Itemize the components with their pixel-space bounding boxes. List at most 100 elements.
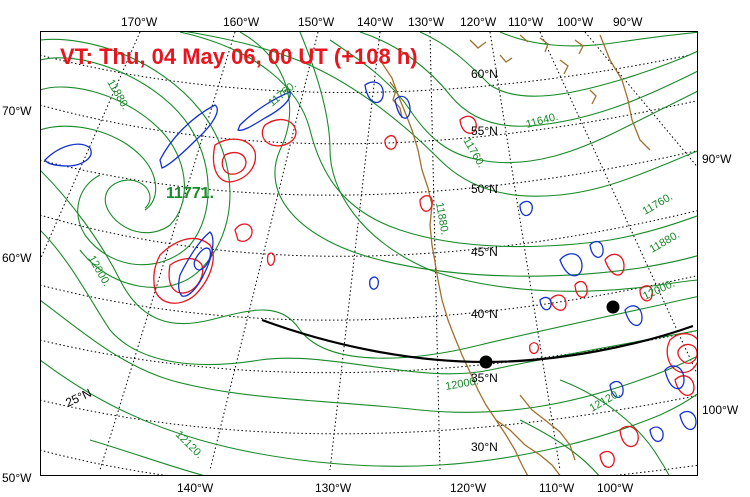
red-contour [674,375,695,396]
lon-line-130w [429,32,441,471]
left-edge-labels: 70°W 60°W 50°W [2,104,32,485]
red-contour [604,253,625,276]
contour [359,32,697,127]
contour [41,86,185,234]
blue-contour [394,95,411,119]
right-label: 90°W [702,152,732,166]
red-contour [574,280,588,298]
blue-contour [178,231,214,297]
contour [184,32,697,197]
lat-label-30n: 30°N [471,440,498,454]
contour [41,300,697,413]
latitude-labels: 60°N 55°N 50°N 45°N 40°N 35°N 30°N 25°N [63,67,497,454]
lon-label-top: 100°W [557,15,594,29]
blue-contour [44,143,92,167]
lon-label-bottom: 100°W [597,481,634,495]
contour [419,32,697,97]
contour-label: 12120. [173,429,205,461]
contour-label: 12000. [641,278,677,303]
red-contour [549,294,567,311]
contour-label: 11760. [641,191,675,218]
lat-line-40n [41,275,697,321]
low-center-label: 11771. [166,185,214,202]
contour [559,379,670,475]
track-point-40n [606,300,620,314]
blue-contour [589,240,604,258]
red-contour [599,450,615,468]
map-frame [40,31,698,476]
lon-label-bottom: 130°W [315,481,352,495]
lon-label-top: 160°W [223,15,260,29]
coast-baja-gulf [495,419,561,475]
lat-label-35n: 35°N [471,371,498,385]
contour-label: 11880. [433,201,451,235]
lat-label-45n: 45°N [471,245,498,259]
blue-contour [193,247,212,271]
left-label: 60°W [2,251,32,265]
blue-contour [159,104,218,169]
lon-label-top: 120°W [460,15,497,29]
blue-contour [609,380,624,398]
red-contour [529,342,540,355]
contour-labels: 11880. 11760. 11640. 12000. 11760. 11880… [85,78,682,461]
lat-label-40n: 40°N [471,307,498,321]
lon-label-top: 90°W [613,15,643,29]
blue-contour [237,91,291,132]
lat-label-25n: 25°N [63,386,93,410]
coast-hudson [599,34,651,151]
red-contour [666,333,697,374]
lat-label-55n: 55°N [471,124,498,138]
contour [41,230,697,375]
lon-line-110w [539,32,697,375]
lon-line-140w [329,32,381,471]
red-contour [459,115,477,134]
lon-label-top: 150°W [298,15,335,29]
contour-label: 12000. [444,375,479,393]
lon-label-top: 110°W [508,15,544,29]
coastline [379,34,651,475]
contour [41,57,209,266]
left-label: 50°W [2,471,32,485]
blue-contour [664,365,685,390]
contour-label: 11640. [525,111,560,131]
blue-contour [679,410,697,431]
lon-line-160w [99,32,236,471]
red-contour [619,425,639,448]
lon-label-bottom: 120°W [450,481,487,495]
contour-label: 11880. [104,78,131,112]
blue-contour [539,296,552,311]
coast-islands-bc [389,81,403,119]
track-point-35n [479,355,493,369]
lon-label-bottom: 140°W [177,481,214,495]
red-contour [234,223,253,242]
top-longitude-labels: 170°W 160°W 150°W 140°W 130°W 120°W 110°… [121,15,643,29]
contour [41,360,697,467]
lat-line-50n [41,150,697,196]
contour [41,125,157,211]
contour [41,38,231,288]
lon-line-170w [41,32,141,259]
red-contour [266,252,276,266]
red-contour [677,343,697,364]
lat-line-55n [41,100,697,145]
valid-time-title: VT: Thu, 04 May 06, 00 UT (+108 h) [60,44,418,69]
bottom-longitude-labels: 140°W 130°W 120°W 110°W 100°W [177,481,634,495]
red-contour [261,119,297,147]
lat-line-35n [41,330,697,374]
contour-label: 11760. [460,136,487,170]
height-contours [41,32,697,475]
lon-label-bottom: 110°W [539,481,575,495]
lat-label-50n: 50°N [471,182,498,196]
lon-label-top: 130°W [408,15,445,29]
blue-contour [649,426,664,442]
coast-lakes [539,37,597,105]
contour [299,32,697,292]
lon-line-150w [209,32,319,471]
contour-label: 11880. [648,229,682,256]
contour [89,439,204,475]
lon-label-top: 170°W [121,15,158,29]
lon-label-top: 140°W [357,15,394,29]
red-contour [384,135,397,150]
contour [239,32,697,277]
